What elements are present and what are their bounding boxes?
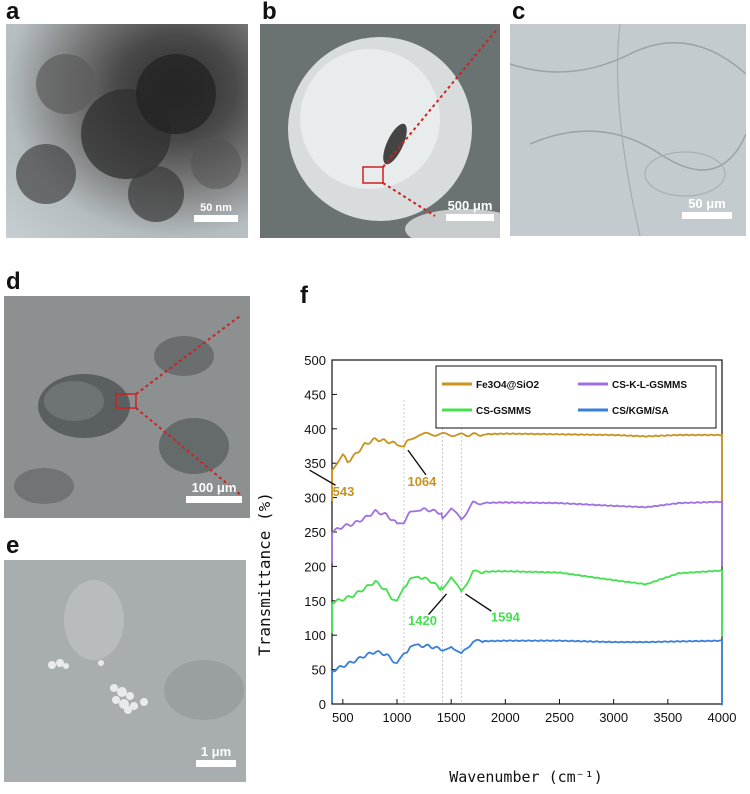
scale-bar-e-text: 1 μm xyxy=(200,744,232,759)
panel-label-a: a xyxy=(6,0,20,25)
panel-label-e: e xyxy=(6,532,20,559)
x-tick-label: 3500 xyxy=(653,710,682,725)
sem-image-b: 500 μm xyxy=(260,24,500,238)
series-line-1 xyxy=(331,500,723,567)
x-tick-label: 2000 xyxy=(491,710,520,725)
plot-area: 0 50 100 150 200 250 300 350 400 450 500 500 1000 150… xyxy=(304,353,736,725)
x-tick-label: 1500 xyxy=(437,710,466,725)
scale-bar-b-text: 500 μm xyxy=(447,198,493,213)
scale-bar-e: 1 μm xyxy=(196,744,236,767)
y-tick-label: 100 xyxy=(304,628,326,643)
scale-bar-b: 500 μm xyxy=(446,198,494,221)
y-tick-label: 150 xyxy=(304,594,326,609)
annotation-arrow xyxy=(464,593,492,612)
tem-texture xyxy=(16,54,241,222)
x-tick-label: 2500 xyxy=(545,710,574,725)
annotation-label: 1064 xyxy=(407,474,437,489)
y-tick-label: 250 xyxy=(304,525,326,540)
scale-bar-d-text: 100 μm xyxy=(191,480,237,495)
x-tick-label: 3000 xyxy=(599,710,628,725)
scale-bar-c: 50 μm xyxy=(682,196,732,219)
annotation-arrow xyxy=(427,593,448,616)
sem-image-e: 1 μm xyxy=(4,560,246,782)
tem-image-a: 50 nm xyxy=(6,24,248,238)
y-axis-label: Transmittance (%) xyxy=(256,492,274,656)
y-tick-label: 50 xyxy=(312,663,326,678)
legend-label: CS/KGM/SA xyxy=(612,406,669,417)
series-line-2 xyxy=(331,569,723,637)
annotation-arrow xyxy=(309,469,336,486)
ftir-chart: Transmittance (%) Wavenumber (cm⁻¹) 0 50 1… xyxy=(256,353,736,786)
series-line-3 xyxy=(331,638,723,706)
annotation-label: 1420 xyxy=(408,613,437,628)
x-tick-label: 1000 xyxy=(383,710,412,725)
y-tick-label: 400 xyxy=(304,422,326,437)
annotation-label: 543 xyxy=(333,484,355,499)
y-tick-label: 500 xyxy=(304,353,326,368)
legend-label: CS-K-L-GSMMS xyxy=(612,380,687,391)
annotation-label: 1594 xyxy=(491,609,521,624)
annotation-arrow xyxy=(407,449,427,476)
surface-texture xyxy=(510,24,746,236)
y-tick-label: 0 xyxy=(319,697,326,712)
porous-texture xyxy=(14,315,243,504)
x-axis-label: Wavenumber (cm⁻¹) xyxy=(449,768,603,786)
sem-image-d: 100 μm xyxy=(4,296,250,518)
y-tick-label: 350 xyxy=(304,456,326,471)
legend-label: CS-GSMMS xyxy=(476,406,531,417)
panel-label-b: b xyxy=(262,0,277,25)
x-tick-label: 500 xyxy=(332,710,354,725)
panel-label-d: d xyxy=(6,268,21,295)
scale-bar-a-text: 50 nm xyxy=(200,202,232,214)
scale-bar-d: 100 μm xyxy=(186,480,242,503)
y-tick-label: 200 xyxy=(304,559,326,574)
nanoparticle-texture xyxy=(48,580,244,720)
microsphere-illustration xyxy=(288,27,500,238)
panel-label-c: c xyxy=(512,0,526,25)
x-tick-label: 4000 xyxy=(708,710,737,725)
y-tick-label: 450 xyxy=(304,387,326,402)
panel-label-f: f xyxy=(300,282,308,309)
scale-bar-c-text: 50 μm xyxy=(688,196,726,211)
series-line-0 xyxy=(331,431,723,505)
legend-box xyxy=(435,365,717,429)
legend-label: Fe3O4@SiO2 xyxy=(476,380,540,391)
scale-bar-a: 50 nm xyxy=(194,202,238,222)
sem-image-c: 50 μm xyxy=(510,24,746,236)
y-tick-label: 300 xyxy=(304,491,326,506)
